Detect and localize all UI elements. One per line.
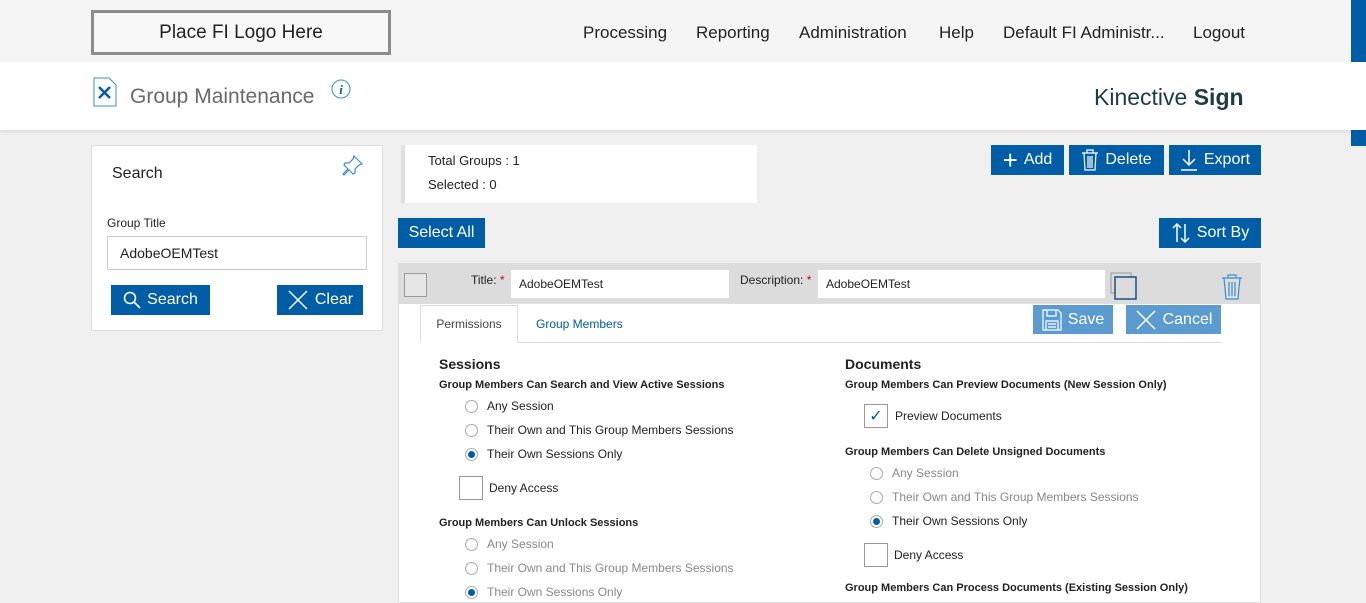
add-label: Add (1023, 151, 1053, 168)
preview-documents-checkbox[interactable]: ✓ Preview Documents (864, 404, 1002, 428)
group-card (398, 263, 1261, 603)
plus-icon: + (1002, 145, 1018, 175)
cancel-button[interactable]: Cancel (1126, 305, 1221, 334)
description-label: Description: (740, 273, 804, 287)
title-label: Title: (471, 273, 497, 287)
cancel-label: Cancel (1162, 310, 1213, 328)
tab-divider (420, 342, 1222, 343)
export-button[interactable]: Export (1169, 145, 1261, 175)
brand-logo: Kinective Sign (1094, 84, 1244, 110)
group-title-label: Group Title (107, 216, 166, 230)
sort-icon (1172, 222, 1190, 244)
add-button[interactable]: + Add (991, 145, 1064, 175)
sessions-heading: Sessions (439, 356, 501, 372)
save-label: Save (1067, 310, 1105, 328)
group-select-checkbox[interactable] (404, 273, 427, 297)
nav-user[interactable]: Default FI Administr... (1003, 23, 1165, 42)
fi-logo: Place FI Logo Here (91, 10, 391, 55)
search-button-label: Search (147, 291, 198, 308)
search-title: Search (112, 165, 163, 182)
documents-process-question: Group Members Can Process Documents (Exi… (845, 582, 1188, 594)
export-label: Export (1203, 151, 1251, 168)
svg-text:i: i (339, 82, 343, 97)
radio-unlock-own-and-group[interactable]: Their Own and This Group Members Session… (465, 561, 734, 575)
download-icon (1180, 150, 1197, 171)
delete-label: Delete (1105, 151, 1152, 168)
radio-unlock-any-session[interactable]: Any Session (465, 537, 554, 551)
close-icon (1136, 309, 1156, 330)
save-icon (1042, 308, 1062, 331)
radio-any-session[interactable]: Any Session (465, 399, 554, 413)
search-icon (123, 291, 141, 309)
radio-unlock-own-only[interactable]: Their Own Sessions Only (465, 585, 622, 599)
selected-count: Selected : 0 (428, 177, 497, 192)
documents-deny-access-checkbox[interactable]: Deny Access (864, 543, 963, 567)
close-icon (288, 290, 308, 310)
sort-by-button[interactable]: Sort By (1159, 218, 1261, 248)
radio-delete-any-session[interactable]: Any Session (870, 466, 959, 480)
delete-button[interactable]: Delete (1069, 145, 1164, 175)
trash-icon (1082, 149, 1099, 171)
documents-preview-question: Group Members Can Preview Documents (New… (845, 379, 1167, 391)
title-input[interactable]: AdobeOEMTest (511, 270, 729, 298)
page-header (0, 62, 1366, 130)
description-input[interactable]: AdobeOEMTest (818, 270, 1105, 298)
sessions-search-question: Group Members Can Search and View Active… (439, 379, 725, 391)
copy-icon[interactable] (1110, 272, 1138, 300)
clear-button[interactable]: Clear (277, 285, 363, 315)
group-maintenance-icon (93, 77, 117, 107)
total-groups: Total Groups : 1 (428, 153, 520, 168)
search-button[interactable]: Search (111, 285, 210, 315)
tab-permissions[interactable]: Permissions (420, 305, 518, 343)
radio-own-and-group-sessions[interactable]: Their Own and This Group Members Session… (465, 423, 734, 437)
group-title-input[interactable]: AdobeOEMTest (107, 236, 367, 270)
deny-access-checkbox[interactable]: Deny Access (459, 476, 558, 500)
radio-own-sessions-only[interactable]: Their Own Sessions Only (465, 447, 622, 461)
trash-icon[interactable] (1221, 273, 1243, 301)
page-title: Group Maintenance (130, 85, 315, 108)
nav-reporting[interactable]: Reporting (696, 23, 770, 42)
documents-heading: Documents (845, 356, 922, 372)
pin-icon[interactable] (341, 153, 365, 177)
nav-help[interactable]: Help (939, 23, 974, 42)
select-all-button[interactable]: Select All (398, 218, 485, 248)
tab-group-members[interactable]: Group Members (536, 317, 623, 331)
sessions-unlock-question: Group Members Can Unlock Sessions (439, 517, 639, 529)
sort-by-label: Sort By (1196, 224, 1250, 241)
radio-delete-own-only[interactable]: Their Own Sessions Only (870, 514, 1027, 528)
info-icon[interactable]: i (331, 79, 351, 99)
summary-panel (401, 145, 757, 203)
check-icon: ✓ (864, 404, 888, 428)
clear-button-label: Clear (314, 291, 354, 308)
nav-processing[interactable]: Processing (583, 23, 668, 42)
nav-logout[interactable]: Logout (1193, 23, 1245, 42)
nav-administration[interactable]: Administration (799, 23, 907, 42)
save-button[interactable]: Save (1033, 305, 1113, 334)
radio-delete-own-and-group[interactable]: Their Own and This Group Members Session… (870, 490, 1139, 504)
documents-delete-question: Group Members Can Delete Unsigned Docume… (845, 446, 1106, 458)
